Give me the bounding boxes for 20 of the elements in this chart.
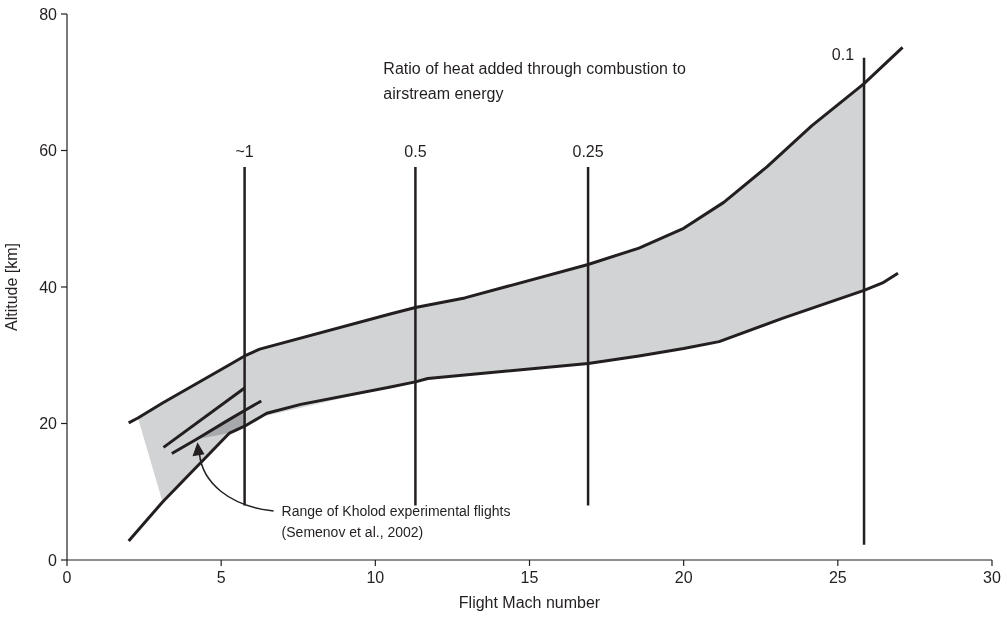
x-tick-label: 5: [216, 569, 226, 586]
y-tick-label: 80: [39, 5, 58, 23]
x-tick-label: 20: [674, 569, 693, 586]
annotation: Range of Kholod experimental flights (Semenov et al., 2002): [281, 503, 511, 540]
y-tick-label: 60: [39, 142, 58, 160]
y-tick-label: 0: [48, 551, 58, 569]
annotation: ~1: [235, 142, 254, 160]
x-tick-label: 0: [62, 569, 72, 586]
y-tick-label: 20: [39, 415, 58, 433]
x-tick-label: 25: [828, 569, 847, 586]
annotation: Ratio of heat added through combustion to airstream energy: [383, 60, 686, 102]
annotation: 0.5: [404, 142, 427, 160]
x-tick-label: 15: [520, 569, 539, 586]
y-axis-title: Altitude [km]: [3, 242, 20, 332]
x-tick-label: 30: [983, 569, 1001, 586]
x-tick-label: 10: [366, 569, 385, 586]
annotation: 0.25: [572, 142, 604, 160]
annotation: 0.1: [831, 45, 855, 63]
x-axis-title: Flight Mach number: [458, 594, 601, 611]
y-tick-label: 40: [39, 278, 58, 296]
